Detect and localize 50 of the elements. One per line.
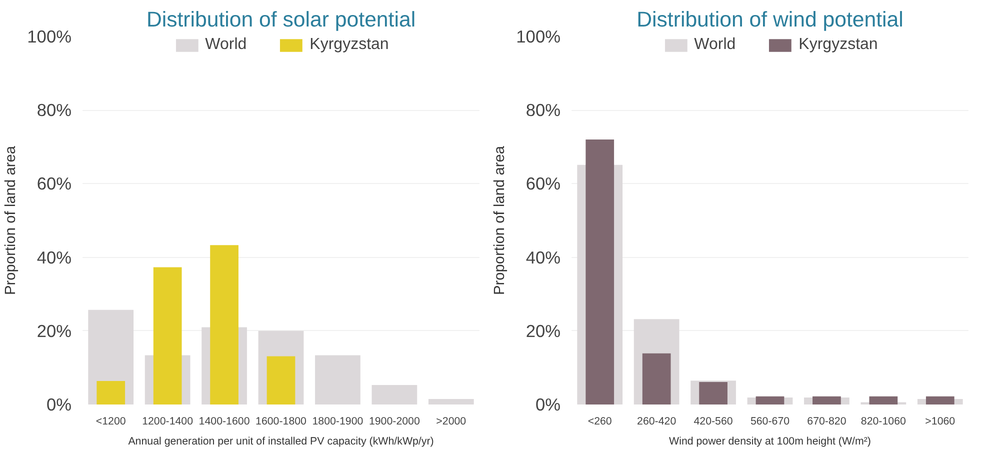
x-tick-label: >2000 (436, 416, 466, 428)
x-tick-label: 670-820 (807, 416, 846, 428)
y-tick-label: 60% (36, 174, 72, 194)
x-tick-label: 1200-1400 (142, 416, 194, 428)
legend-label: World (205, 36, 247, 54)
x-axis-title: Wind power density at 100m height (W/m²) (669, 436, 871, 448)
bar (210, 245, 238, 404)
bar (315, 355, 360, 404)
bar (96, 380, 126, 404)
bar (586, 140, 614, 404)
y-tick-label: 100% (516, 26, 561, 46)
legend-label: Kyrgyzstan (310, 36, 389, 54)
bar (869, 396, 898, 404)
x-tick-label: <260 (588, 416, 612, 428)
x-tick-label: 1900-2000 (368, 416, 420, 428)
y-tick-label: 20% (36, 320, 72, 341)
chart-title: Distribution of wind potential (636, 8, 904, 32)
bar (812, 396, 841, 404)
bar (642, 353, 671, 404)
x-axis-title: Annual generation per unit of installed PV capacity (kWh/kWp/yr) (128, 436, 434, 448)
x-tick-label: 1600-1800 (256, 416, 307, 428)
y-tick-label: 0% (535, 394, 560, 414)
bar (926, 396, 954, 404)
y-tick-label: 0% (46, 394, 72, 414)
y-tick-label: 20% (526, 320, 561, 341)
y-tick-label: 40% (526, 247, 561, 268)
x-tick-label: 1400-1600 (198, 416, 250, 428)
bar (153, 267, 182, 404)
x-tick-label: <1200 (96, 416, 126, 428)
y-tick-label: 80% (36, 100, 72, 120)
x-tick-label: >1060 (925, 416, 956, 428)
y-tick-label: 40% (36, 247, 72, 268)
x-tick-label: 560-670 (750, 416, 790, 428)
x-tick-label: 1800-1900 (312, 416, 364, 428)
chart-title: Distribution of solar potential (146, 8, 416, 32)
bar (372, 384, 418, 404)
legend-label: Kyrgyzstan (798, 36, 878, 54)
y-tick-label: 100% (27, 26, 72, 46)
y-tick-label: 80% (526, 100, 561, 120)
y-axis-title: Proportion of land area (3, 145, 20, 296)
legend-label: World (694, 36, 736, 54)
x-tick-label: 820-1060 (860, 416, 906, 428)
y-axis-title: Proportion of land area (492, 145, 508, 296)
bar (428, 398, 474, 404)
bar (756, 396, 784, 404)
x-tick-label: 420-560 (694, 416, 733, 428)
y-tick-label: 60% (526, 174, 561, 194)
bar (699, 382, 728, 404)
x-tick-label: 260-420 (637, 416, 676, 428)
bar (266, 356, 296, 404)
